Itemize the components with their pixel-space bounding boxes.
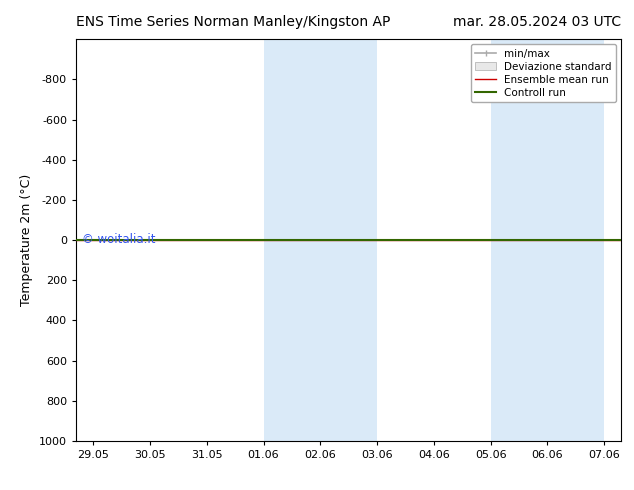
Legend: min/max, Deviazione standard, Ensemble mean run, Controll run: min/max, Deviazione standard, Ensemble m…: [471, 45, 616, 102]
Text: mar. 28.05.2024 03 UTC: mar. 28.05.2024 03 UTC: [453, 15, 621, 29]
Bar: [264, 39, 377, 441]
Text: ENS Time Series Norman Manley/Kingston AP: ENS Time Series Norman Manley/Kingston A…: [76, 15, 391, 29]
Bar: [491, 39, 604, 441]
Text: © woitalia.it: © woitalia.it: [82, 233, 155, 246]
Y-axis label: Temperature 2m (°C): Temperature 2m (°C): [20, 174, 34, 306]
